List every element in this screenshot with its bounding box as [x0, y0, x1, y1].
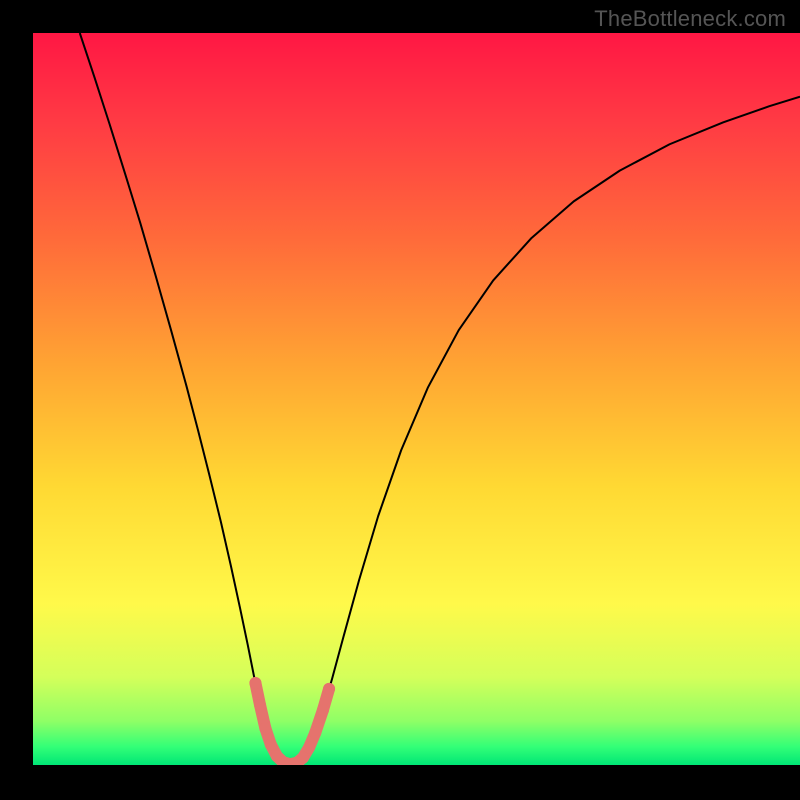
bottleneck-curve: [33, 33, 800, 765]
curve-highlight-marker: [254, 699, 266, 711]
curve-main: [80, 33, 800, 764]
curve-highlight-marker: [317, 704, 329, 716]
plot-frame: [33, 33, 800, 765]
curve-highlight-marker: [297, 752, 309, 764]
curve-highlight-marker: [249, 677, 261, 689]
curve-highlight-marker: [309, 727, 321, 739]
watermark-text: TheBottleneck.com: [594, 6, 786, 32]
curve-highlight-marker: [323, 683, 335, 695]
curve-highlight-marker: [303, 741, 315, 753]
curve-highlight-marker: [265, 739, 277, 751]
chart-canvas: TheBottleneck.com: [0, 0, 800, 800]
plot-area: [33, 33, 800, 765]
curve-highlight-marker: [259, 722, 271, 734]
